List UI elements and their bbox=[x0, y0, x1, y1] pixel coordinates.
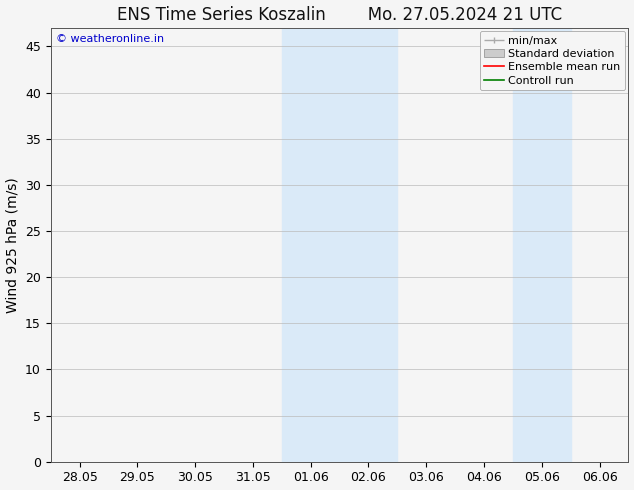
Legend: min/max, Standard deviation, Ensemble mean run, Controll run: min/max, Standard deviation, Ensemble me… bbox=[479, 31, 625, 90]
Bar bbox=[513, 28, 571, 462]
Title: ENS Time Series Koszalin        Mo. 27.05.2024 21 UTC: ENS Time Series Koszalin Mo. 27.05.2024 … bbox=[117, 5, 562, 24]
Y-axis label: Wind 925 hPa (m/s): Wind 925 hPa (m/s) bbox=[6, 177, 20, 313]
Bar bbox=[281, 28, 398, 462]
Text: © weatheronline.in: © weatheronline.in bbox=[56, 34, 165, 45]
